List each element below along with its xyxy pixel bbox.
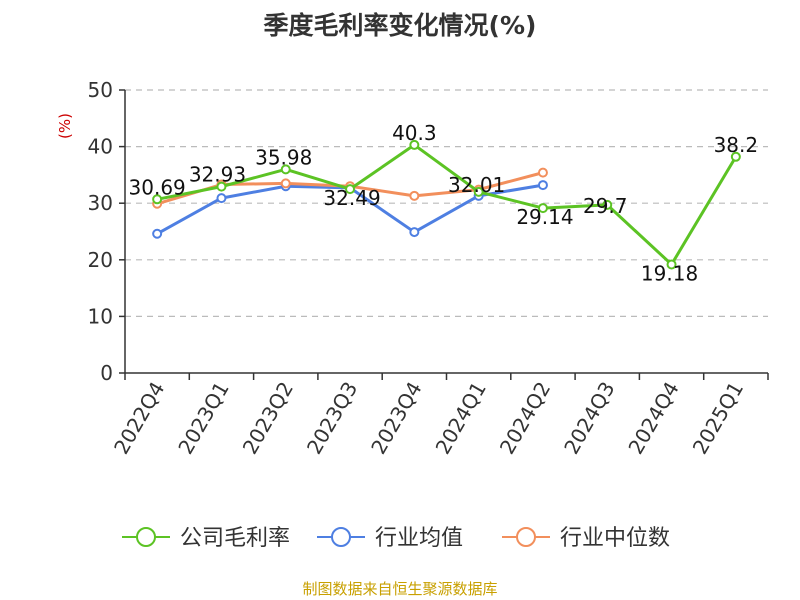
x-axis-ticks: 2022Q4 2023Q1 2023Q2 2023Q3 2023Q4 2024Q1 2024… (109, 373, 769, 459)
data-point (345, 184, 356, 195)
y-tick-label: 30 (88, 191, 113, 215)
data-label: 30.69 (129, 175, 186, 199)
x-tick-label: 2024Q4 (623, 378, 683, 459)
data-point (152, 194, 163, 205)
y-tick-label: 40 (88, 135, 113, 159)
x-tick-label: 2024Q3 (559, 378, 619, 459)
legend-item: 公司毛利率 (122, 526, 290, 551)
x-tick-label: 2022Q4 (109, 378, 169, 459)
legend-marker (136, 527, 156, 547)
gridlines (125, 89, 768, 317)
data-label: 32.01 (448, 173, 505, 197)
legend-label: 行业中位数 (560, 526, 670, 551)
data-point (537, 180, 548, 191)
data-label: 29.14 (516, 205, 573, 229)
data-point (473, 186, 484, 197)
data-point (216, 181, 227, 192)
chart-title: 季度毛利率变化情况(%) (263, 11, 537, 40)
legend-label: 行业均值 (375, 526, 463, 551)
data-point (666, 259, 677, 270)
series-lines (152, 139, 741, 270)
data-label: 35.98 (255, 145, 312, 169)
data-label: 32.93 (189, 163, 246, 187)
x-tick-label: 2023Q3 (302, 378, 362, 459)
data-label: 19.18 (641, 261, 698, 285)
legend: 公司毛利率 行业均值 行业中位数 (122, 526, 670, 551)
x-tick-label: 2024Q2 (495, 378, 555, 459)
x-tick-label: 2025Q1 (688, 378, 748, 459)
data-point (537, 167, 548, 178)
data-point (602, 199, 613, 210)
data-point (409, 227, 420, 238)
data-point (216, 193, 227, 204)
y-tick-label: 20 (88, 248, 113, 272)
legend-item: 行业均值 (317, 526, 463, 551)
data-point (730, 151, 741, 162)
data-label: 38.2 (714, 133, 759, 157)
legend-label: 公司毛利率 (180, 526, 290, 551)
data-point (280, 178, 291, 189)
y-tick-label: 0 (100, 361, 113, 385)
source-note: 制图数据来自恒生聚源数据库 (302, 580, 498, 598)
legend-marker (516, 527, 536, 547)
data-label: 40.3 (392, 121, 437, 145)
x-tick-label: 2023Q2 (238, 378, 298, 459)
y-tick-label: 10 (88, 304, 113, 328)
data-label: 32.49 (323, 186, 380, 210)
axes (124, 90, 768, 374)
y-axis-label: (%) (56, 113, 74, 139)
data-point (409, 139, 420, 150)
data-point (537, 203, 548, 214)
legend-item: 行业中位数 (502, 526, 670, 551)
x-tick-label: 2024Q1 (431, 378, 491, 459)
data-point (409, 190, 420, 201)
data-point (280, 164, 291, 175)
y-tick-label: 50 (88, 78, 113, 102)
x-tick-label: 2023Q4 (366, 378, 426, 459)
data-label: 29.7 (583, 194, 628, 218)
series-line (156, 143, 738, 266)
legend-marker (331, 527, 351, 547)
x-tick-label: 2023Q1 (173, 378, 233, 459)
data-point (152, 228, 163, 239)
y-axis-ticks: 0 10 20 30 40 50 (88, 78, 125, 385)
